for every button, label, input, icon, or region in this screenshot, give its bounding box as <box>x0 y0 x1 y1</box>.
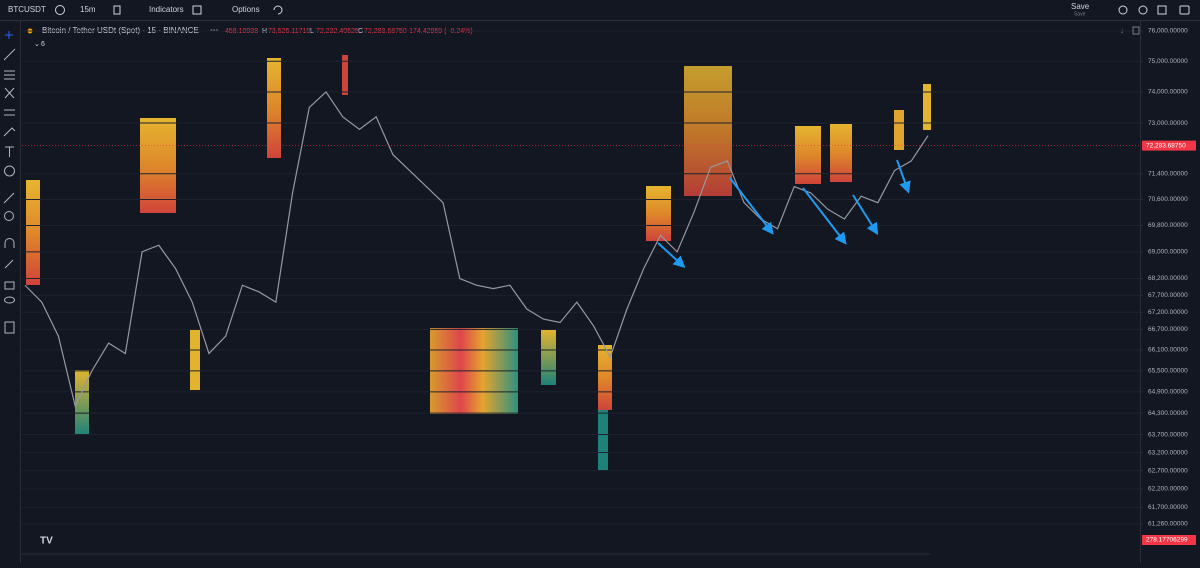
sync-icon[interactable] <box>1132 26 1140 35</box>
price-label: 61,700.00000 <box>1148 504 1188 511</box>
volume-label: 278.17706299 <box>1146 537 1188 544</box>
price-label: 66,100.00000 <box>1148 347 1188 354</box>
drawing-tools[interactable] <box>3 31 16 334</box>
save-button[interactable]: Save <box>1071 2 1090 11</box>
price-label: 67,200.00000 <box>1148 309 1188 316</box>
undo[interactable] <box>273 5 283 15</box>
price-line <box>24 91 929 408</box>
price-label: 61,260.00000 <box>1148 521 1188 528</box>
price-label: 75,000.00000 <box>1148 58 1188 65</box>
interval[interactable]: 15m <box>80 5 96 14</box>
price-label: 69,800.00000 <box>1148 222 1188 229</box>
price-label: 73,000.00000 <box>1148 120 1188 127</box>
price-label: 69,000.00000 <box>1148 249 1188 256</box>
layout-icon[interactable] <box>192 5 202 15</box>
snapshot-icon[interactable] <box>1179 5 1190 15</box>
indicator-count: 6 <box>41 41 45 48</box>
price-label: 64,900.00000 <box>1148 389 1188 396</box>
last-price-label: 72,283.68750 <box>1146 142 1186 149</box>
price-label: 71,400.00000 <box>1148 170 1188 177</box>
settings-icon[interactable] <box>1138 5 1148 15</box>
alert-icon[interactable] <box>1118 5 1128 15</box>
scroll-icon[interactable]: ↓ <box>1120 26 1124 35</box>
last-price-box <box>1142 140 1196 151</box>
price-label: 67,700.00000 <box>1148 292 1188 299</box>
price-label: 64,300.00000 <box>1148 410 1188 417</box>
indicator-toggle[interactable]: ⌄ <box>34 41 40 48</box>
price-label: 63,200.00000 <box>1148 449 1188 456</box>
chart-type-icon[interactable] <box>113 5 121 15</box>
annotation-arrows <box>657 159 911 269</box>
price-label: 65,500.00000 <box>1148 368 1188 375</box>
price-label: 74,000.00000 <box>1148 89 1188 96</box>
indicators-button[interactable]: Indicators <box>149 5 184 14</box>
price-label: 62,200.00000 <box>1148 486 1188 493</box>
price-label: 70,600.00000 <box>1148 196 1188 203</box>
price-label: 76,000.00000 <box>1148 28 1188 35</box>
symbol[interactable]: BTCUSDT <box>8 5 46 14</box>
save-subtitle: Save <box>1074 11 1086 17</box>
price-label: 66,700.00000 <box>1148 326 1188 333</box>
heat-overlay <box>26 55 931 470</box>
price-label: 63,700.00000 <box>1148 431 1188 438</box>
tv-logo: TV <box>40 536 53 547</box>
volume-box <box>1142 535 1196 545</box>
price-label: 62,700.00000 <box>1148 467 1188 474</box>
fullscreen-icon[interactable] <box>1157 5 1167 15</box>
options-button[interactable]: Options <box>232 5 260 14</box>
price-label: 68,200.00000 <box>1148 275 1188 282</box>
add-symbol[interactable] <box>55 5 65 15</box>
